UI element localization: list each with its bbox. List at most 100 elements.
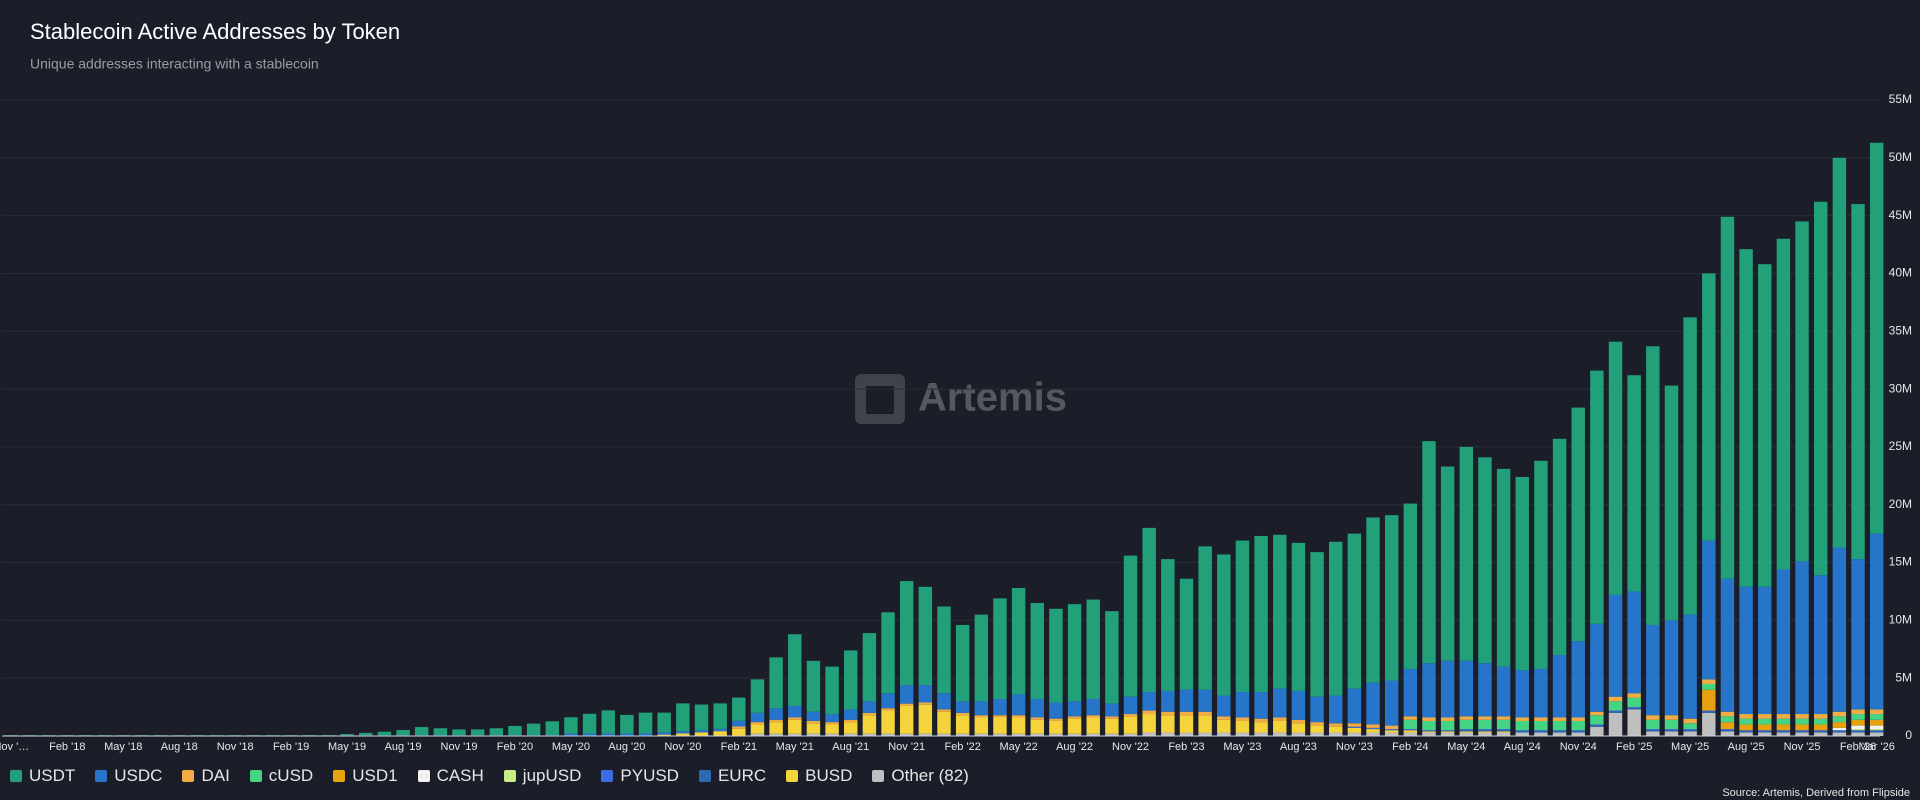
watermark-icon (855, 374, 905, 424)
bar-segment (713, 728, 727, 732)
bar-segment (377, 735, 392, 736)
bar-segment (321, 735, 336, 736)
bar-segment (1851, 709, 1865, 715)
bar-segment (1851, 204, 1865, 560)
bar-segment (1664, 620, 1679, 716)
bar-segment (1832, 731, 1847, 733)
legend-item[interactable]: PYUSD (601, 766, 679, 786)
bar-segment (1105, 718, 1119, 734)
bar-segment (247, 735, 261, 736)
bar-segment (1664, 385, 1679, 621)
bar-segment (1720, 731, 1735, 736)
bar-segment (359, 732, 373, 736)
y-tick-label: 45M (1889, 208, 1912, 222)
bar-segment (1384, 732, 1399, 736)
bar-segment (1403, 719, 1418, 730)
bar-segment (1664, 719, 1679, 730)
bar-segment (676, 731, 690, 734)
legend-item[interactable]: BUSD (786, 766, 852, 786)
bar-segment (1086, 715, 1100, 718)
bar-segment (937, 606, 951, 694)
bar-segment (993, 715, 1007, 718)
bar-segment (1459, 719, 1474, 730)
bar-segment (844, 709, 858, 720)
bar-segment (1552, 732, 1567, 736)
bar-segment (1291, 690, 1306, 720)
bar-segment (1384, 725, 1399, 730)
bar-segment (1459, 732, 1474, 736)
bar-segment (1496, 730, 1511, 732)
bar-segment (918, 685, 933, 703)
bar-segment (825, 714, 839, 723)
x-tick-label: Nov '25 (1784, 741, 1821, 753)
bar-segment (1440, 660, 1455, 718)
bar-segment (1813, 731, 1828, 733)
bar-segment (1235, 540, 1250, 693)
bar-segment (1627, 693, 1641, 698)
x-tick-label: Feb '19 (273, 741, 309, 753)
bar-segment (1496, 666, 1511, 717)
bar-segment (1123, 555, 1138, 697)
bar-segment (1273, 720, 1287, 733)
bar-segment (1813, 724, 1828, 731)
bar-segment (414, 727, 429, 736)
bar-segment (1720, 716, 1735, 723)
chart-title: Stablecoin Active Addresses by Token (30, 19, 400, 44)
bar-segment (899, 733, 914, 736)
legend-item[interactable]: USD1 (333, 766, 398, 786)
legend-item[interactable]: EURC (698, 766, 766, 786)
bar-segment (60, 735, 75, 736)
legend-item[interactable]: CASH (417, 766, 484, 786)
bar-segment (1347, 726, 1362, 728)
legend-item[interactable]: USDC (95, 766, 162, 786)
bar-segment (1422, 731, 1436, 733)
legend-swatch (503, 770, 516, 782)
chart-subtitle: Unique addresses interacting with a stab… (30, 56, 319, 72)
bar-segment (1030, 733, 1044, 736)
bar-segment (1683, 723, 1697, 730)
bar-segment (1590, 370, 1604, 624)
legend-item[interactable]: USDT (10, 766, 75, 786)
legend-item[interactable]: cUSD (249, 766, 313, 786)
bar-segment (1105, 716, 1119, 719)
bar-segment (1161, 690, 1175, 712)
bar-segment (1067, 718, 1082, 734)
legend-item[interactable]: Other (82) (872, 766, 969, 786)
bar-segment (1664, 730, 1679, 732)
bar-segment (918, 702, 933, 705)
bar-segment (1739, 249, 1753, 587)
bar-segment (1440, 730, 1455, 732)
bar-segment (899, 703, 914, 706)
bar-segment (209, 735, 224, 736)
bar-segment (359, 735, 373, 736)
bar-segment (1422, 730, 1436, 732)
bar-segment (1142, 732, 1156, 736)
bar-segment (1702, 273, 1716, 541)
bar-segment (564, 733, 578, 736)
bar-segment (1105, 733, 1119, 736)
legend-swatch (95, 770, 108, 782)
bar-segment (1534, 460, 1548, 669)
bar-segment (1049, 702, 1063, 719)
bar-segment (1273, 732, 1287, 736)
bar-segment (1552, 730, 1567, 732)
bar-segment (750, 679, 765, 713)
bar-segment (937, 709, 951, 712)
legend-item[interactable]: jupUSD (503, 766, 581, 786)
bar-segment (993, 698, 1007, 716)
bar-segment (638, 712, 653, 734)
legend-item[interactable]: DAI (182, 766, 230, 786)
x-tick-label: May '18 (104, 741, 142, 753)
bar-segment (1067, 733, 1082, 736)
bar-segment (1329, 541, 1343, 696)
bar-segment (1366, 732, 1380, 736)
bar-segment (788, 634, 802, 706)
bar-segment (1217, 695, 1231, 717)
x-tick-label: May '20 (552, 741, 590, 753)
bar-segment (1776, 569, 1791, 715)
bar-segment (79, 735, 93, 736)
bar-segment (135, 735, 149, 736)
bar-segment (1366, 517, 1380, 683)
bar-segment (1869, 729, 1884, 731)
